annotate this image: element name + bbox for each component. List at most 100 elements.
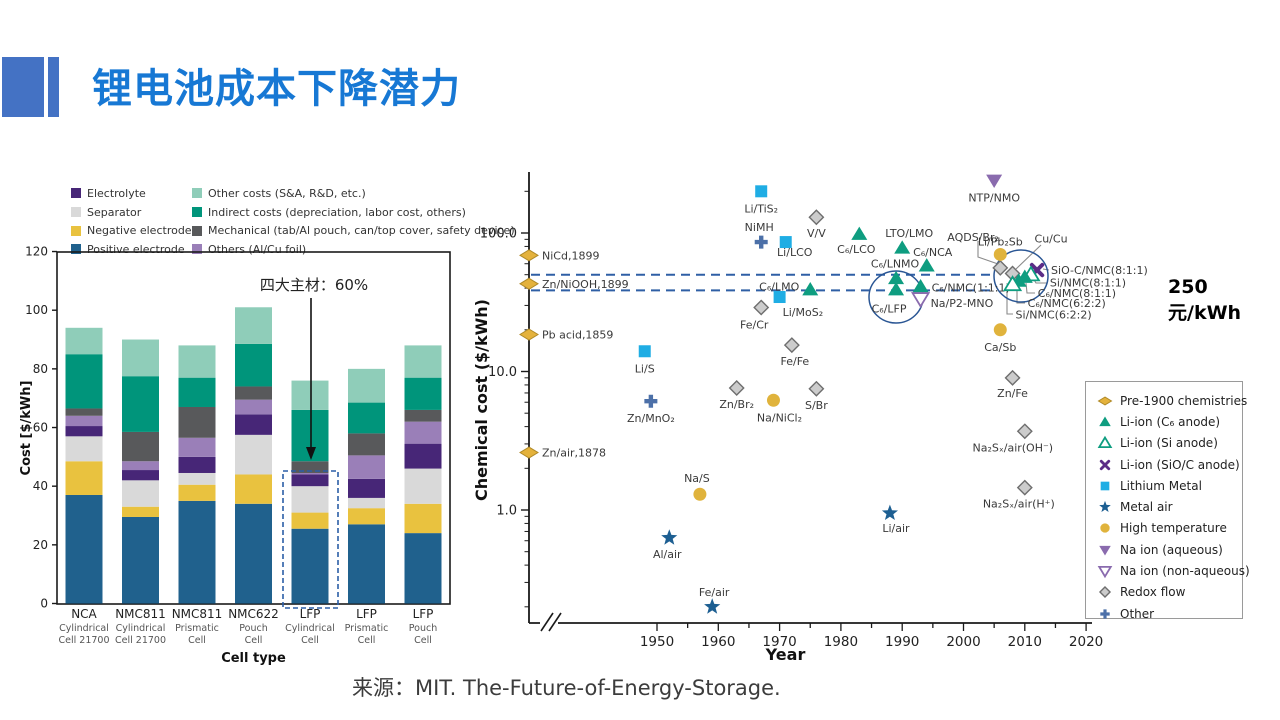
svg-text:Fe/air: Fe/air [699, 586, 730, 599]
svg-text:S/Br: S/Br [805, 399, 828, 412]
bar-segment [404, 377, 442, 410]
svg-text:Cell: Cell [188, 635, 206, 646]
svg-text:LFP: LFP [413, 607, 434, 621]
bar-nmc622-3 [235, 307, 272, 604]
bar-nca-0 [65, 327, 103, 604]
scatter-point: NiMH [745, 221, 774, 249]
bar-segment [122, 431, 159, 462]
scatter-point: C₆/LFP [872, 282, 907, 316]
bar-segment [235, 503, 272, 604]
svg-text:LFP: LFP [300, 607, 321, 621]
bar-segment [291, 486, 329, 513]
legend-label: Li-ion (SiO/C anode) [1120, 457, 1240, 472]
legend-item: Negative electrode [71, 221, 192, 240]
bar-segment [178, 377, 216, 407]
legend-item: High temperature [1095, 518, 1242, 539]
legend-label: Na ion (non-aqueous) [1120, 564, 1250, 579]
svg-text:Prismatic: Prismatic [175, 623, 219, 634]
bar-segment [122, 376, 159, 432]
legend-label: Na ion (aqueous) [1120, 542, 1223, 557]
svg-text:Cu/Cu: Cu/Cu [1035, 233, 1068, 246]
bar-segment [65, 436, 103, 462]
pre1900-marker-icon [1097, 396, 1113, 406]
legend-item: Lithium Metal [1095, 475, 1242, 496]
svg-text:LFP: LFP [356, 607, 377, 621]
svg-text:Cell: Cell [414, 635, 432, 646]
scatter-point: Al/air [653, 529, 682, 561]
svg-text:20: 20 [33, 538, 48, 552]
svg-text:四大主材：60%: 四大主材：60% [260, 276, 368, 294]
legend-swatch [192, 225, 202, 236]
legend-label: Other costs (S&A, R&D, etc.) [208, 186, 366, 200]
legend-label: Redox flow [1120, 585, 1186, 600]
bar-segment [178, 500, 216, 604]
bar-segment [404, 421, 442, 444]
scatter-point: Zn/Br₂ [719, 380, 754, 411]
legend-item: Na ion (non-aqueous) [1095, 560, 1250, 581]
svg-text:0: 0 [40, 597, 48, 611]
bar-segment [291, 472, 329, 475]
svg-text:Na/P2-MNO: Na/P2-MNO [931, 297, 994, 310]
svg-text:1.0: 1.0 [496, 504, 517, 519]
other-marker-icon [1100, 608, 1110, 619]
scatter-point: AQDS/Br₂ [947, 231, 1009, 276]
scatter-point: Fe/Cr [740, 299, 770, 331]
scatter-point: V/V [807, 209, 826, 240]
svg-text:Zn/NiOOH,1899: Zn/NiOOH,1899 [542, 278, 629, 291]
svg-text:Cell type: Cell type [221, 651, 286, 666]
bar-segment [404, 533, 442, 604]
scatter-point: Li/TiS₂ [744, 185, 778, 215]
legend-item: Indirect costs (depreciation, labor cost… [192, 203, 515, 222]
svg-text:10.0: 10.0 [488, 365, 517, 380]
svg-text:Zn/Br₂: Zn/Br₂ [719, 398, 754, 411]
scatter-point: SiO-C/NMC(8:1:1) [1029, 262, 1148, 278]
svg-text:Si/NMC(6:2:2): Si/NMC(6:2:2) [1016, 308, 1092, 321]
legend-label: High temperature [1120, 521, 1227, 536]
bar-segment [235, 414, 272, 435]
bar-segment [348, 497, 385, 509]
legend-item: Separator [71, 203, 192, 222]
svg-text:Li/Pb₂Sb: Li/Pb₂Sb [978, 235, 1023, 248]
svg-text:Cell 21700: Cell 21700 [115, 635, 166, 646]
bar-segment [291, 528, 329, 604]
bar-segment [291, 380, 329, 410]
legend-item: Li-ion (Si anode) [1095, 433, 1242, 454]
legend-label: Li-ion (C₆ anode) [1120, 414, 1221, 429]
svg-text:Na₂Sₓ/air(H⁺): Na₂Sₓ/air(H⁺) [983, 498, 1055, 511]
scatter-point: Zn/MnO₂ [627, 394, 675, 425]
scatter-point: Li/LCO [777, 236, 813, 259]
svg-text:Chemical cost ($/kWh): Chemical cost ($/kWh) [472, 299, 491, 501]
legend-item: Other costs (S&A, R&D, etc.) [192, 184, 515, 203]
legend-label: Lithium Metal [1120, 478, 1202, 493]
svg-text:2000: 2000 [946, 634, 980, 650]
legend-item: Pre-1900 chemistries [1095, 390, 1247, 411]
bar-lfp-6 [404, 345, 442, 604]
legend-label: Negative electrode [87, 224, 192, 238]
bar-segment [178, 437, 216, 457]
legend-swatch [71, 207, 81, 218]
legend-swatch [192, 207, 202, 218]
four-materials-highlight-box [282, 470, 339, 609]
bar-segment [65, 426, 103, 437]
scatter-point: Li/MoS₂ [773, 291, 823, 319]
bar-segment [65, 494, 103, 604]
svg-text:LTO/LMO: LTO/LMO [885, 227, 933, 240]
bar-segment [348, 433, 385, 456]
svg-text:2020: 2020 [1069, 634, 1103, 650]
scatter-point: C₆/LMO [759, 281, 819, 296]
scatter-point: Na/P2-MNO [910, 292, 994, 310]
svg-text:60: 60 [33, 421, 48, 435]
bar-segment [291, 474, 329, 487]
bar-segment [122, 480, 159, 507]
scatter-point: C₆/NCA [913, 246, 953, 272]
svg-text:1950: 1950 [640, 634, 674, 650]
svg-text:Li/air: Li/air [882, 522, 910, 535]
svg-text:Cylindrical: Cylindrical [285, 623, 335, 634]
bar-segment [348, 508, 385, 525]
svg-text:Cylindrical: Cylindrical [116, 623, 166, 634]
legend-item: Li-ion (C₆ anode) [1095, 411, 1242, 432]
svg-text:Ca/Sb: Ca/Sb [984, 341, 1016, 354]
bar-segment [65, 408, 103, 416]
bar-segment [235, 474, 272, 504]
